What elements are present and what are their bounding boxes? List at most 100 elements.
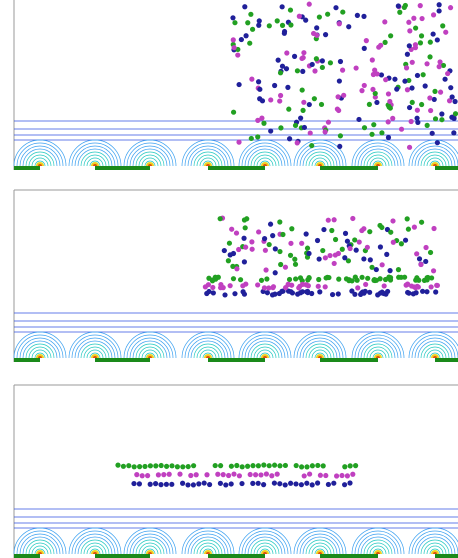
- particle: [418, 262, 423, 267]
- particle: [295, 292, 300, 297]
- particle: [288, 253, 293, 258]
- particle: [272, 480, 277, 485]
- particle: [372, 68, 377, 73]
- particle: [231, 276, 236, 281]
- particle: [386, 91, 391, 96]
- particle: [356, 117, 361, 122]
- particle: [256, 481, 261, 486]
- particle: [256, 23, 261, 28]
- particle: [369, 132, 374, 137]
- particle: [390, 218, 395, 223]
- particle: [304, 282, 309, 287]
- particle: [236, 82, 241, 87]
- particle: [277, 98, 282, 103]
- particle: [409, 119, 414, 124]
- particle: [407, 105, 412, 110]
- particle: [433, 289, 438, 294]
- particle: [404, 65, 409, 70]
- particle: [437, 8, 442, 13]
- particle: [247, 41, 252, 46]
- particle: [243, 225, 248, 230]
- particle: [169, 482, 174, 487]
- particle: [288, 7, 293, 12]
- particle: [439, 117, 444, 122]
- electrode: [95, 554, 150, 558]
- particle: [243, 245, 248, 250]
- particle: [361, 14, 366, 19]
- particle: [317, 256, 322, 261]
- particle: [145, 473, 150, 478]
- particle: [289, 226, 294, 231]
- panel: [14, 0, 458, 170]
- particle: [267, 463, 272, 468]
- particle: [229, 481, 234, 486]
- particle: [206, 276, 211, 281]
- particle: [272, 83, 277, 88]
- particle: [203, 284, 208, 289]
- particle: [336, 277, 341, 282]
- particle: [159, 463, 164, 468]
- particle: [164, 464, 169, 469]
- particle: [421, 72, 426, 77]
- particle: [423, 83, 428, 88]
- particle: [445, 71, 450, 76]
- particle: [327, 253, 332, 258]
- particle: [402, 79, 407, 84]
- electrode: [208, 358, 265, 362]
- particle: [264, 471, 269, 476]
- particle: [326, 482, 331, 487]
- particle: [242, 292, 247, 297]
- particle: [324, 275, 329, 280]
- particle: [418, 40, 423, 45]
- particle: [337, 144, 342, 149]
- particle: [362, 83, 367, 88]
- electrode: [320, 166, 378, 170]
- particle: [228, 283, 233, 288]
- particle: [388, 105, 393, 110]
- particle: [396, 3, 401, 8]
- particle: [167, 472, 172, 477]
- particle: [384, 252, 389, 257]
- particle: [290, 290, 295, 295]
- particle: [194, 472, 199, 477]
- particle: [255, 134, 260, 139]
- particle: [156, 472, 161, 477]
- particle: [321, 463, 326, 468]
- particle: [359, 88, 364, 93]
- particle: [410, 60, 415, 65]
- particle: [238, 277, 243, 282]
- particle: [265, 290, 270, 295]
- electrode: [320, 554, 378, 558]
- particle: [418, 3, 423, 8]
- particle: [268, 222, 273, 227]
- particle: [443, 30, 448, 35]
- particle: [452, 99, 457, 104]
- particle: [320, 248, 325, 253]
- particle: [411, 291, 416, 296]
- particle: [368, 257, 373, 262]
- particle: [332, 261, 337, 266]
- particle: [419, 33, 424, 38]
- particle: [310, 482, 315, 487]
- particle: [374, 267, 379, 272]
- particle: [367, 102, 372, 107]
- particle: [175, 464, 180, 469]
- particle: [299, 464, 304, 469]
- particle: [435, 140, 440, 145]
- particle: [231, 251, 236, 256]
- particle: [386, 119, 391, 124]
- panel: [14, 385, 458, 558]
- particle: [431, 226, 436, 231]
- particle: [300, 69, 305, 74]
- particle: [329, 228, 334, 233]
- particle: [278, 125, 283, 130]
- particle: [295, 68, 300, 73]
- particle: [396, 275, 401, 280]
- particle: [330, 292, 335, 297]
- particle: [407, 43, 412, 48]
- particle: [352, 237, 357, 242]
- particle: [292, 257, 297, 262]
- particle: [292, 54, 297, 59]
- particle: [240, 464, 245, 469]
- particle: [440, 23, 445, 28]
